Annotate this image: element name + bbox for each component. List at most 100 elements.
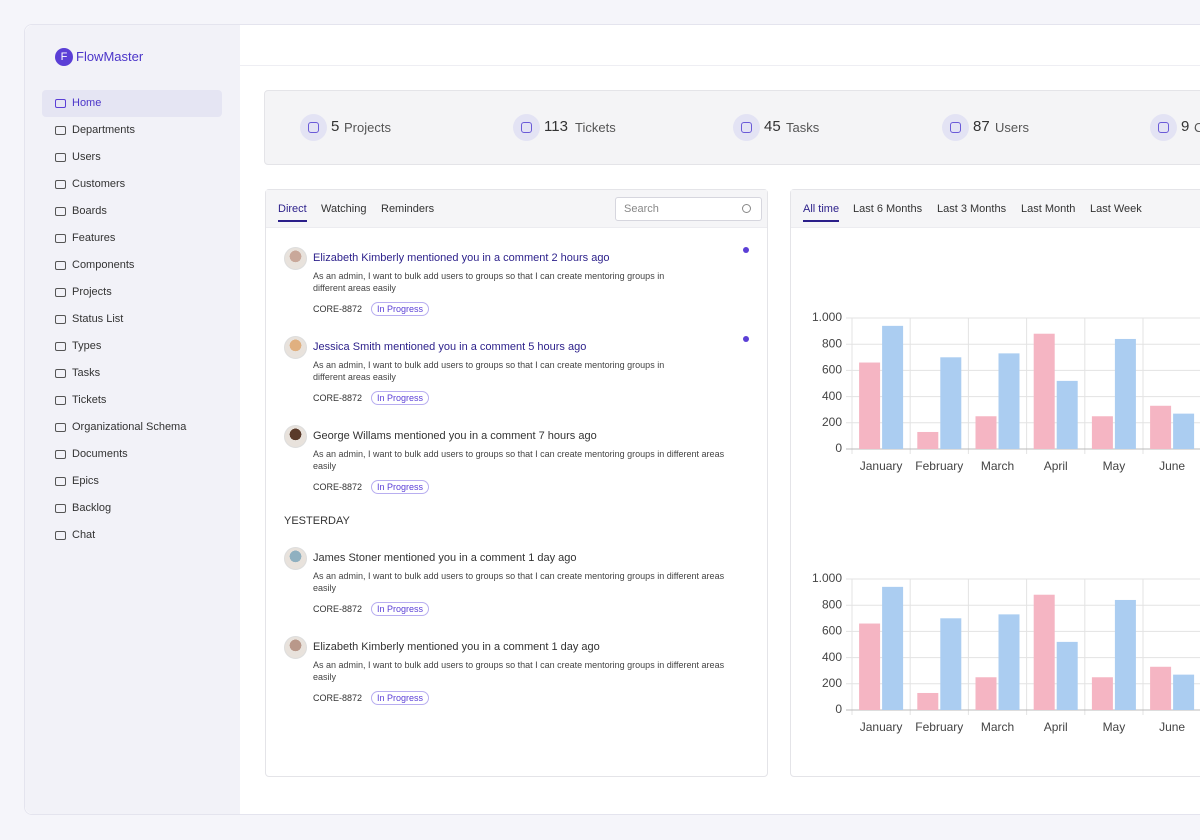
search-placeholder: Search	[624, 203, 659, 215]
ticket-id: CORE-8872	[313, 393, 363, 403]
x-tick-label: June	[1159, 459, 1185, 473]
bar	[917, 431, 939, 449]
ticket-id: CORE-8872	[313, 482, 363, 492]
tab[interactable]: Last Week	[1090, 203, 1142, 215]
x-tick-label: March	[981, 720, 1014, 734]
top-bar-divider	[240, 65, 1200, 66]
nav-icon	[55, 477, 66, 486]
notification-title: Elizabeth Kimberly mentioned you in a co…	[313, 252, 610, 264]
stat-icon	[942, 114, 969, 141]
bar	[917, 692, 939, 710]
search-box[interactable]	[615, 197, 762, 221]
tab[interactable]: Reminders	[381, 203, 435, 215]
notification-body: As an admin, I want to bulk add users to…	[313, 449, 725, 471]
stat-value: 9	[1181, 118, 1190, 135]
bar	[1033, 594, 1055, 710]
nav-label: Components	[72, 259, 135, 271]
nav-icon	[55, 153, 66, 162]
stat-icon	[1150, 114, 1177, 141]
status-badge: In Progress	[371, 602, 430, 616]
nav-icon	[55, 369, 66, 378]
nav-label: Projects	[72, 286, 112, 298]
x-tick-label: April	[1044, 720, 1068, 734]
nav-icon	[55, 207, 66, 216]
avatar	[284, 636, 307, 659]
stat-icon-glyph	[1158, 122, 1169, 133]
tab[interactable]: All time	[803, 198, 840, 222]
x-tick-label: February	[915, 459, 963, 473]
nav-icon	[55, 423, 66, 432]
status-badge: In Progress	[371, 691, 430, 705]
stat-icon-glyph	[308, 122, 319, 133]
y-tick-label: 400	[822, 650, 842, 664]
nav-label: Customers	[72, 178, 126, 190]
notification-title: George Willams mentioned you in a commen…	[313, 430, 597, 442]
logo-icon: F	[55, 48, 73, 66]
nav-icon	[55, 126, 66, 135]
nav-label: Backlog	[72, 502, 112, 514]
nav-icon	[55, 261, 66, 270]
nav-label: Departments	[72, 124, 135, 136]
bar	[940, 357, 962, 449]
bar	[1114, 338, 1136, 449]
stat-value: 87	[973, 118, 990, 135]
bar	[1091, 677, 1113, 710]
bar	[882, 325, 904, 449]
x-tick-label: March	[981, 459, 1014, 473]
y-tick-label: 800	[822, 336, 842, 350]
ticket-id: CORE-8872	[313, 604, 363, 614]
stat-icon	[733, 114, 760, 141]
nav-icon	[55, 288, 66, 297]
y-tick-label: 1.000	[812, 571, 842, 585]
status-badge: In Progress	[371, 391, 430, 405]
stat-icon-glyph	[950, 122, 961, 133]
nav-label: Status List	[72, 313, 124, 325]
notification-body: As an admin, I want to bulk add users to…	[313, 571, 725, 593]
x-tick-label: May	[1103, 720, 1126, 734]
tab[interactable]: Direct	[278, 198, 307, 222]
nav-label: Types	[72, 340, 102, 352]
tab[interactable]: Last 6 Months	[853, 203, 923, 215]
nav-label: Tickets	[72, 394, 107, 406]
nav-icon	[55, 531, 66, 540]
nav-label: Epics	[72, 475, 99, 487]
bar	[940, 618, 962, 710]
y-tick-label: 200	[822, 676, 842, 690]
stats-bar	[264, 90, 1200, 165]
sidebar	[25, 25, 240, 814]
nav-label: Documents	[72, 448, 128, 460]
chart-tab-bar	[791, 190, 1200, 228]
stat-label: Users	[995, 120, 1029, 135]
nav-label: Features	[72, 232, 116, 244]
stat-label: Tasks	[786, 120, 820, 135]
ticket-id: CORE-8872	[313, 693, 363, 703]
notification-title: Jessica Smith mentioned you in a comment…	[313, 341, 587, 353]
stat-label: Projects	[344, 120, 391, 135]
stat-icon	[300, 114, 327, 141]
nav-icon	[55, 99, 66, 108]
nav-icon	[55, 342, 66, 351]
bar	[859, 623, 881, 710]
nav-icon	[55, 450, 66, 459]
nav-icon	[55, 396, 66, 405]
notification-body: As an admin, I want to bulk add users to…	[313, 660, 725, 682]
nav-item[interactable]	[42, 90, 222, 117]
unread-dot	[743, 336, 749, 342]
nav-icon	[55, 504, 66, 513]
stat-icon	[513, 114, 540, 141]
bar	[998, 614, 1020, 710]
search-icon	[742, 204, 751, 213]
bar	[1173, 413, 1195, 449]
bar	[1173, 674, 1195, 710]
section-heading: YESTERDAY	[284, 515, 350, 527]
status-badge: In Progress	[371, 480, 430, 494]
bar	[882, 586, 904, 710]
stat-icon-glyph	[741, 122, 752, 133]
stat-value: 45	[764, 118, 781, 135]
tab[interactable]: Last 3 Months	[937, 203, 1007, 215]
tab[interactable]: Last Month	[1021, 203, 1076, 215]
tab[interactable]: Watching	[321, 203, 367, 215]
notification-body: As an admin, I want to bulk add users to…	[313, 360, 665, 382]
